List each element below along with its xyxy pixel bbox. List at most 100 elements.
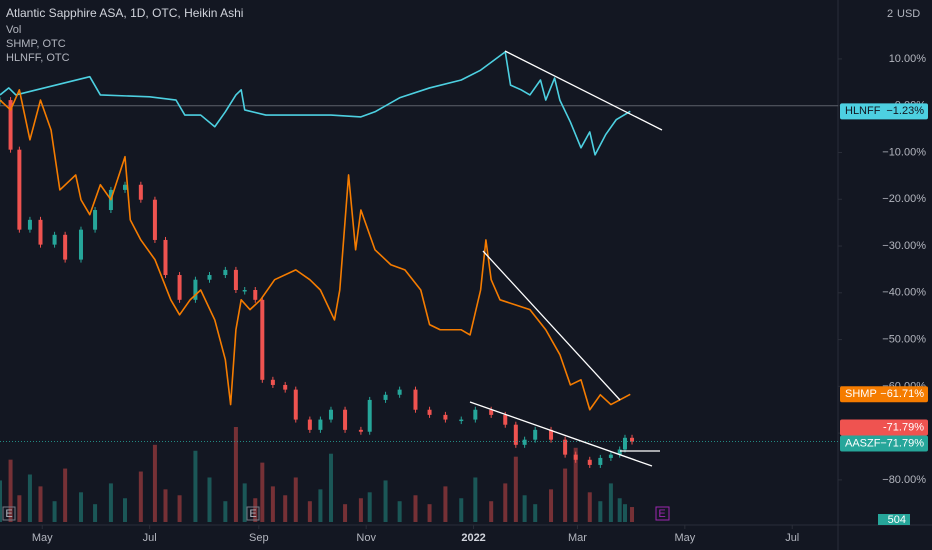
candle-body [549,429,554,440]
event-label[interactable]: E [658,508,665,520]
volume-bar [63,468,68,522]
candle-body [122,184,127,190]
candle-body [177,275,182,300]
candle-body [617,449,622,455]
candle-body [459,419,464,422]
y-tick-label: −50.00% [882,333,926,345]
legend-item: HLNFF, OTC [6,52,70,64]
volume-bar [533,504,538,522]
volume-bar [549,489,554,522]
event-box [655,506,670,521]
candle-body [328,409,333,420]
volume-bar [318,489,323,522]
volume-bar [598,501,603,522]
candle-body [52,234,57,245]
trend-line [469,401,653,467]
series-line [0,51,631,156]
candle-body [473,409,478,420]
candle-body [563,439,568,455]
x-tick-label: Mar [568,532,587,544]
candle-body [233,269,238,290]
x-tick-label: Jul [785,532,799,544]
candle-body [223,269,228,276]
event-box [2,506,16,521]
event-box [246,506,260,521]
volume-tag: 504 [878,514,910,526]
volume-bar [108,483,113,522]
candle-body [207,275,212,280]
candle-body [63,234,68,260]
volume-bar [489,501,494,522]
volume-bar [522,495,527,522]
candle-body [38,219,43,245]
volume-bar [513,456,518,522]
legend-item: SHMP, OTC [6,38,66,50]
volume-bar [193,450,198,522]
candle-body [318,419,323,430]
event-label[interactable]: E [5,508,12,520]
volume-bar [138,471,143,522]
volume-bar [122,498,127,522]
y-tick-label: −80.00% [882,474,926,486]
price-tag: SHMP −61.71% [840,386,928,403]
x-tick-label: Nov [356,532,376,544]
price-tag: -71.79% [840,419,928,436]
tag-bg [840,103,928,120]
tag-bg [840,435,928,452]
volume-bar [177,495,182,522]
volume-bar [38,486,43,522]
price-tag: HLNFF −1.23% [840,103,928,120]
candle-body [283,384,288,390]
volume-bar [78,492,83,522]
candle-body [533,429,538,440]
candle-body [587,459,592,465]
candle-body [260,299,265,380]
candle-body [598,457,603,465]
volume-bar [383,480,388,522]
trend-lines [469,50,663,467]
trend-line [482,250,621,401]
y-tick-label: −20.00% [882,193,926,205]
volume-bar [473,477,478,522]
candle-body [622,437,627,450]
volume-bar [622,504,627,522]
event-label[interactable]: E [249,508,256,520]
candle-body [489,409,494,415]
x-tick-label: Sep [249,532,269,544]
tag-name: AASZF [845,437,881,449]
candle-body [193,279,198,300]
candle-body [293,389,298,420]
candle-body [152,199,157,240]
x-tick-label: May [32,532,53,544]
volume-bar [617,498,622,522]
volume-bar [253,498,258,522]
candle-body [608,454,613,458]
candle-body [138,184,143,200]
candle-body [78,229,83,260]
candle-body [270,379,275,385]
candle-body [17,149,22,230]
tag-bg [840,386,928,403]
volume-bar [207,477,212,522]
x-tick-label: Jul [143,532,157,544]
candle-body [163,239,168,276]
plot [0,51,838,522]
volume-bar [223,501,228,522]
volume-bar [413,495,418,522]
volume-bar [358,498,363,522]
tag-value: −61.71% [880,388,924,400]
candle-body [27,219,32,230]
price-tag: AASZF −71.79% [840,435,928,452]
candle-body [630,437,635,442]
candle-body [343,409,348,430]
tag-bg [840,419,928,436]
volume-bar [233,427,238,522]
candle-body [522,439,527,445]
tag-value: 504 [888,514,906,526]
legend: Atlantic Sapphire ASA, 1D, OTC, Heikin A… [6,6,243,64]
candle-body [367,399,372,432]
tag-name: SHMP [845,388,877,400]
x-tick-label: 2022 [461,532,485,544]
volume-bar [630,507,635,522]
